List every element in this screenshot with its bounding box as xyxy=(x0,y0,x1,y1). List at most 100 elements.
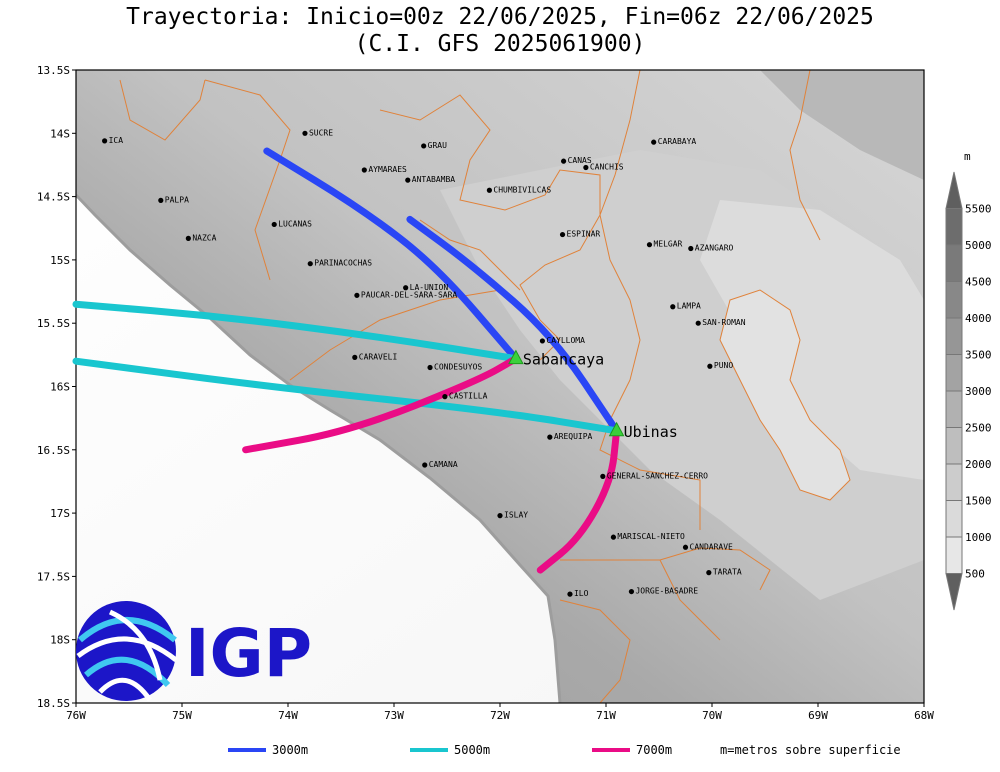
map-title-line2: (C.I. GFS 2025061900) xyxy=(354,31,646,57)
place-label: AYMARAES xyxy=(368,165,407,174)
legend-swatch-7000 xyxy=(592,748,630,752)
colorbar-box xyxy=(945,500,963,538)
trajectory-3000m xyxy=(263,147,520,363)
colorbar-box xyxy=(945,354,963,392)
axis-ticks: 76W 75W 74W 73W 72W 71W 70W 69W 68W 13.5S 14S 14.5S… xyxy=(37,64,934,722)
place-dot xyxy=(442,394,448,400)
trajectory-5000m xyxy=(72,300,520,363)
y-tick-label: 13.5S xyxy=(37,64,70,77)
place-dot xyxy=(422,462,428,468)
place-dot xyxy=(707,363,713,369)
place-dot xyxy=(185,235,191,241)
y-tick-label: 14S xyxy=(50,127,70,140)
colorbar-box xyxy=(945,317,963,355)
legend-note: m=metros sobre superficie xyxy=(720,743,901,757)
colorbar-box xyxy=(945,463,963,501)
place-dot xyxy=(670,304,676,310)
colorbar-label: 2500 xyxy=(965,422,992,435)
place-label: PAUCAR-DEL-SARA-SARA xyxy=(361,290,458,299)
place-label: MARISCAL-NIETO xyxy=(617,532,685,541)
colorbar-label: 4000 xyxy=(965,312,992,325)
y-tick-label: 15S xyxy=(50,254,70,267)
place-label: LAMPA xyxy=(677,302,701,311)
colorbar-label: 3500 xyxy=(965,349,992,362)
place-label: CANCHIS xyxy=(590,162,624,171)
place-label: CARAVELI xyxy=(359,352,398,361)
x-tick-label: 76W xyxy=(66,709,86,722)
place-dot xyxy=(271,221,277,228)
x-tick-label: 70W xyxy=(702,709,722,722)
place-label: SUCRE xyxy=(309,128,333,137)
colorbar-label: 3000 xyxy=(965,385,992,398)
colorbar-box xyxy=(945,536,963,574)
eastern-lowland xyxy=(760,70,924,180)
y-tick-label: 16S xyxy=(50,381,70,394)
place-label: CONDESUYOS xyxy=(434,363,482,372)
x-tick-label: 75W xyxy=(172,709,192,722)
place-dot xyxy=(682,544,689,550)
place-dot xyxy=(628,588,635,595)
place-dot xyxy=(361,167,367,173)
place-label: ILO xyxy=(574,589,589,598)
place-dot xyxy=(610,534,617,540)
trajectory-7000m xyxy=(536,427,621,574)
place-dot xyxy=(695,320,701,326)
highland-relief xyxy=(700,200,924,480)
legend-swatch-3000 xyxy=(228,748,266,752)
place-dot xyxy=(158,197,164,203)
place-dot xyxy=(427,364,433,371)
place-dot xyxy=(486,187,492,193)
y-tick-label: 17.5S xyxy=(37,570,70,583)
y-tick-label: 17S xyxy=(50,507,70,520)
colorbar-cap-bottom xyxy=(945,573,963,611)
place-dot xyxy=(497,513,503,519)
colorbar-box xyxy=(945,390,963,428)
igp-globe-icon xyxy=(76,601,178,702)
colorbar-box xyxy=(945,427,963,465)
place-dot xyxy=(302,130,308,136)
place-label: PARINACOCHAS xyxy=(314,259,372,268)
coastal-strip xyxy=(76,193,562,703)
place-dot xyxy=(561,158,567,164)
place-label: GRAU xyxy=(428,141,447,150)
legend-item-3000: 3000m xyxy=(228,740,308,760)
place-label: CANDARAVE xyxy=(690,542,734,551)
colorbar-label: 1000 xyxy=(965,531,992,544)
place-label: TARATA xyxy=(713,568,742,577)
place-dot xyxy=(102,138,108,144)
place-label: CHUMBIVILCAS xyxy=(493,185,551,194)
igp-logo: IGP xyxy=(76,601,312,702)
place-label: NAZCA xyxy=(192,233,216,242)
trajectory-3000m xyxy=(406,215,621,435)
colorbar-label: 1500 xyxy=(965,495,992,508)
legend-label-5000: 5000m xyxy=(454,743,491,757)
place-dot xyxy=(706,570,712,576)
place-label: ISLAY xyxy=(504,511,528,520)
elevation-colorbar: m 5500 5000 4500 4000 3500 3000 2500 2000 1500 10… xyxy=(945,150,992,611)
place-dot xyxy=(354,292,360,298)
place-dot xyxy=(600,473,606,479)
place-label: ANTABAMBA xyxy=(412,175,456,184)
place-dot xyxy=(352,354,358,360)
x-tick-label: 72W xyxy=(490,709,510,722)
place-dot xyxy=(403,285,409,291)
place-dot xyxy=(559,231,566,238)
place-label: PUNO xyxy=(714,361,733,370)
volcano-label: Ubinas xyxy=(624,423,678,441)
colorbar-box xyxy=(945,244,963,282)
place-label: AZANGARO xyxy=(695,244,734,253)
place-dot xyxy=(688,245,694,252)
place-label: PALPA xyxy=(165,195,189,204)
place-label: GENERAL-SANCHEZ-CERRO xyxy=(607,471,708,480)
y-tick-label: 15.5S xyxy=(37,317,70,330)
place-label: AREQUIPA xyxy=(554,432,593,441)
trajectory-lines xyxy=(72,147,621,574)
igp-logo-text: IGP xyxy=(185,615,312,692)
place-label: CARABAYA xyxy=(658,137,697,146)
place-dot xyxy=(646,242,653,248)
place-label: SAN-ROMAN xyxy=(702,318,746,327)
colorbar-label: 500 xyxy=(965,568,985,581)
y-tick-label: 14.5S xyxy=(37,191,70,204)
colorbar-unit: m xyxy=(964,150,971,163)
legend-item-5000: 5000m xyxy=(410,740,490,760)
